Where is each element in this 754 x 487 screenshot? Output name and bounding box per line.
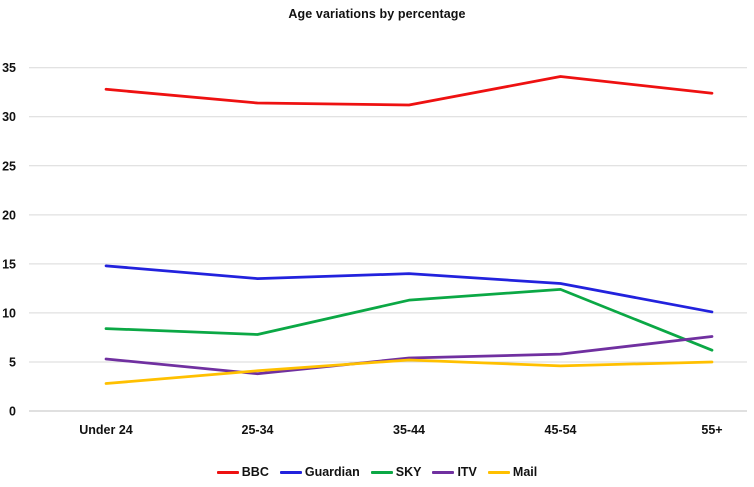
legend-swatch-sky xyxy=(370,470,393,474)
legend-swatch-itv xyxy=(432,470,455,474)
series-line-mail xyxy=(104,358,714,385)
x-tick-label-3: 45-54 xyxy=(545,423,577,437)
legend-label-guardian: Guardian xyxy=(304,465,360,479)
legend-swatch-guardian xyxy=(279,470,302,474)
y-tick-label-0: 0 xyxy=(9,405,16,419)
y-tick-label-15: 15 xyxy=(2,257,16,271)
x-tick-label-0: Under 24 xyxy=(79,423,133,437)
y-tick-label-5: 5 xyxy=(9,355,16,369)
chart-title: Age variations by percentage xyxy=(288,7,466,21)
x-tick-label-2: 35-44 xyxy=(393,423,425,437)
legend-label-sky: SKY xyxy=(395,465,422,479)
x-tick-label-1: 25-34 xyxy=(242,423,274,437)
series-line-sky xyxy=(104,287,714,352)
legend-item-bbc: BBC xyxy=(216,465,269,479)
chart-legend: BBC Guardian SKY ITV Mail xyxy=(0,465,754,479)
y-tick-label-35: 35 xyxy=(2,61,16,75)
legend-swatch-mail xyxy=(487,470,510,474)
legend-label-mail: Mail xyxy=(512,465,538,479)
series-line-itv xyxy=(104,335,714,376)
legend-item-mail: Mail xyxy=(487,465,538,479)
series-line-bbc xyxy=(104,75,714,107)
x-tick-label-4: 55+ xyxy=(701,423,722,437)
legend-item-itv: ITV xyxy=(432,465,477,479)
y-tick-label-20: 20 xyxy=(2,208,16,222)
y-tick-label-10: 10 xyxy=(2,306,16,320)
legend-label-itv: ITV xyxy=(457,465,477,479)
y-tick-label-30: 30 xyxy=(2,110,16,124)
legend-item-guardian: Guardian xyxy=(279,465,360,479)
legend-swatch-bbc xyxy=(216,470,239,474)
y-tick-label-25: 25 xyxy=(2,159,16,173)
series-line-guardian xyxy=(104,264,714,314)
legend-label-bbc: BBC xyxy=(241,465,269,479)
legend-item-sky: SKY xyxy=(370,465,422,479)
